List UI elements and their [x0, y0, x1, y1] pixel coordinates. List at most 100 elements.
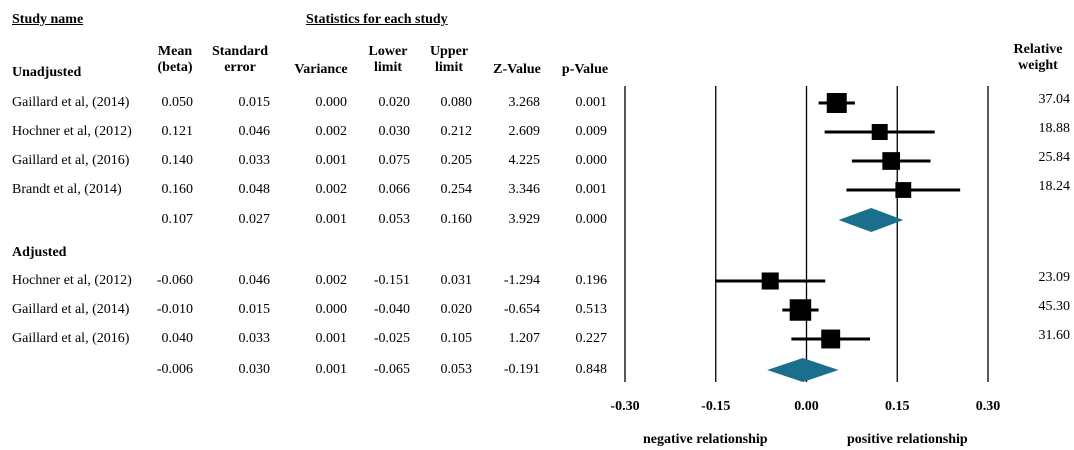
table-row: Gaillard et al, (2016) 0.140 0.033 0.001 0.0…: [0, 153, 660, 175]
z-value-header: Z-Value: [493, 62, 541, 77]
upper-cell: 0.080: [440, 95, 473, 110]
variance-cell: 0.001: [315, 331, 348, 346]
variance-cell: 0.001: [315, 153, 348, 168]
summary-row: -0.006 0.030 0.001 -0.065 0.053 -0.191 0.848: [0, 362, 660, 384]
p-cell: 0.009: [575, 124, 608, 139]
study-name-cell: Gaillard et al, (2016): [12, 331, 130, 346]
variance-cell: 0.000: [315, 95, 348, 110]
summary-lower-cell: -0.065: [373, 362, 410, 377]
table-row: Gaillard et al, (2014) -0.010 0.015 0.000 -0…: [0, 302, 660, 324]
table-row: Gaillard et al, (2014) 0.050 0.015 0.000 0.0…: [0, 95, 660, 117]
upper-cell: 0.212: [440, 124, 473, 139]
se-cell: 0.015: [238, 95, 271, 110]
upper-limit-header: Upper limit: [429, 44, 469, 75]
summary-mean-cell: 0.107: [161, 212, 194, 227]
lower-limit-header: Lower limit: [368, 44, 408, 75]
x-tick-label: -0.15: [701, 399, 730, 414]
relative-weight-cell: 23.09: [1038, 270, 1071, 285]
effect-size-marker: [882, 152, 901, 170]
variance-header: Variance: [294, 62, 348, 77]
mean-header: Mean (beta): [157, 44, 193, 75]
study-name-cell: Gaillard et al, (2014): [12, 95, 130, 110]
se-cell: 0.033: [238, 153, 271, 168]
table-row: Hochner et al, (2012) -0.060 0.046 0.002 -0.…: [0, 273, 660, 295]
summary-z-cell: -0.191: [503, 362, 540, 377]
lower-cell: 0.075: [378, 153, 411, 168]
group-label-unadjusted: Unadjusted: [12, 65, 82, 80]
p-cell: 0.196: [575, 273, 608, 288]
upper-cell: 0.205: [440, 153, 473, 168]
x-tick-label: 0.00: [794, 399, 819, 414]
upper-cell: 0.105: [440, 331, 473, 346]
summary-upper-cell: 0.053: [440, 362, 473, 377]
summary-diamond: [767, 358, 839, 382]
effect-size-marker: [871, 124, 888, 140]
summary-p-cell: 0.848: [575, 362, 608, 377]
z-cell: 4.225: [508, 153, 541, 168]
study-name-header: Study name: [12, 12, 84, 27]
relative-weight-cell: 31.60: [1038, 328, 1071, 343]
lower-cell: 0.030: [378, 124, 411, 139]
effect-size-marker: [789, 299, 812, 321]
mean-cell: 0.040: [161, 331, 194, 346]
se-cell: 0.046: [238, 273, 271, 288]
relative-weight-header: Relative weight: [1013, 42, 1063, 73]
table-row: Brandt et al, (2014) 0.160 0.048 0.002 0.066…: [0, 182, 660, 204]
relative-weight-cell: 18.24: [1038, 179, 1071, 194]
p-cell: 0.001: [575, 182, 608, 197]
z-cell: -0.654: [503, 302, 540, 317]
summary-variance-cell: 0.001: [315, 212, 348, 227]
lower-cell: 0.020: [378, 95, 411, 110]
se-cell: 0.015: [238, 302, 271, 317]
table-row: Gaillard et al, (2016) 0.040 0.033 0.001 -0.…: [0, 331, 660, 353]
p-cell: 0.227: [575, 331, 608, 346]
z-cell: 1.207: [508, 331, 541, 346]
p-cell: 0.001: [575, 95, 608, 110]
upper-cell: 0.020: [440, 302, 473, 317]
z-cell: 3.346: [508, 182, 541, 197]
p-cell: 0.513: [575, 302, 608, 317]
mean-cell: -0.060: [156, 273, 193, 288]
study-name-cell: Gaillard et al, (2014): [12, 302, 130, 317]
se-cell: 0.033: [238, 331, 271, 346]
summary-diamond: [838, 208, 904, 232]
lower-cell: -0.025: [373, 331, 410, 346]
relative-weight-cell: 18.88: [1038, 121, 1071, 136]
group-label-adjusted: Adjusted: [12, 245, 67, 260]
upper-cell: 0.254: [440, 182, 473, 197]
p-value-header: p-Value: [561, 62, 609, 77]
lower-cell: -0.151: [373, 273, 410, 288]
summary-lower-cell: 0.053: [378, 212, 411, 227]
study-name-cell: Hochner et al, (2012): [12, 273, 132, 288]
mean-cell: -0.010: [156, 302, 193, 317]
summary-p-cell: 0.000: [575, 212, 608, 227]
se-cell: 0.046: [238, 124, 271, 139]
variance-cell: 0.002: [315, 182, 348, 197]
x-tick-label: 0.15: [885, 399, 910, 414]
relative-weight-cell: 25.84: [1038, 150, 1071, 165]
summary-z-cell: 3.929: [508, 212, 541, 227]
se-header: Standard error: [211, 44, 269, 75]
upper-cell: 0.031: [440, 273, 473, 288]
effect-size-marker: [821, 329, 841, 349]
relative-weight-cell: 37.04: [1038, 92, 1071, 107]
variance-cell: 0.002: [315, 124, 348, 139]
mean-cell: 0.050: [161, 95, 194, 110]
summary-mean-cell: -0.006: [156, 362, 193, 377]
study-name-cell: Gaillard et al, (2016): [12, 153, 130, 168]
se-cell: 0.048: [238, 182, 271, 197]
mean-cell: 0.140: [161, 153, 194, 168]
p-cell: 0.000: [575, 153, 608, 168]
study-name-cell: Hochner et al, (2012): [12, 124, 132, 139]
variance-cell: 0.000: [315, 302, 348, 317]
z-cell: 3.268: [508, 95, 541, 110]
summary-row: 0.107 0.027 0.001 0.053 0.160 3.929 0.000: [0, 212, 660, 234]
x-tick-label: 0.30: [976, 399, 1001, 414]
effect-size-marker: [761, 272, 779, 290]
lower-cell: -0.040: [373, 302, 410, 317]
z-cell: 2.609: [508, 124, 541, 139]
effect-size-marker: [826, 93, 847, 113]
relative-weight-cell: 45.30: [1038, 299, 1071, 314]
statistics-header: Statistics for each study: [306, 12, 448, 27]
